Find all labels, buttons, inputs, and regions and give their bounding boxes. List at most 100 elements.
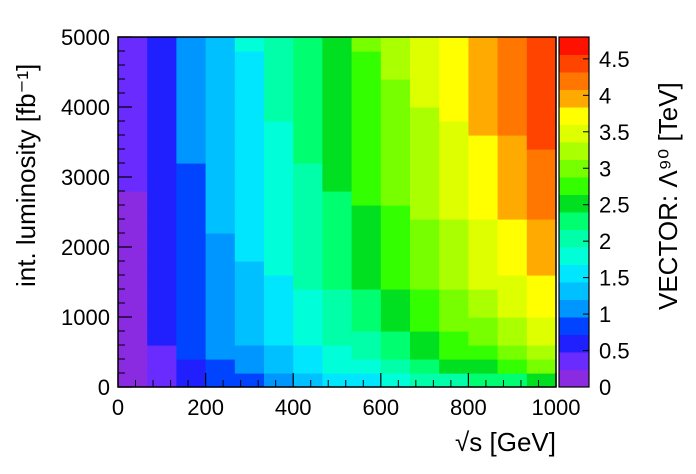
heatmap-cell xyxy=(468,163,499,178)
colorbar-level xyxy=(559,352,589,370)
heatmap-cell xyxy=(322,163,353,178)
heatmap-cell xyxy=(322,37,353,52)
heatmap-cell xyxy=(176,219,207,234)
heatmap-cell xyxy=(118,107,148,122)
colorbar-frame xyxy=(558,36,590,388)
heatmap-cell xyxy=(234,345,265,360)
heatmap-cell xyxy=(468,51,499,66)
heatmap-cell xyxy=(118,135,148,150)
heatmap-cell xyxy=(176,65,207,80)
heatmap-cell xyxy=(322,149,353,164)
heatmap-cell xyxy=(264,163,294,178)
heatmap-cell xyxy=(351,373,382,388)
heatmap-cell xyxy=(497,51,528,66)
heatmap-cell xyxy=(410,289,440,304)
colorbar-level xyxy=(559,54,589,73)
heatmap-cell xyxy=(497,191,528,206)
heatmap-cell xyxy=(322,177,353,192)
heatmap-cell xyxy=(468,149,499,164)
heatmap-cell xyxy=(439,345,469,360)
heatmap-cell xyxy=(410,51,440,66)
heatmap-cell xyxy=(322,275,353,290)
x-tick-label: 0 xyxy=(112,395,124,420)
colorbar-level xyxy=(559,37,589,55)
heatmap-cell xyxy=(497,149,528,164)
heatmap-cell xyxy=(351,359,382,374)
heatmap-cell xyxy=(264,317,294,332)
heatmap-cell xyxy=(439,121,469,136)
heatmap-cell xyxy=(351,79,382,94)
heatmap-cell xyxy=(380,331,411,346)
heatmap-cells xyxy=(118,37,557,388)
heatmap-cell xyxy=(234,65,265,80)
z-tick-label: 4.5 xyxy=(599,47,630,72)
heatmap-cell xyxy=(205,107,236,122)
heatmap-cell xyxy=(351,121,382,136)
heatmap-cell xyxy=(147,163,177,178)
heatmap-cell xyxy=(526,345,557,360)
heatmap-cell xyxy=(234,51,265,66)
heatmap-cell xyxy=(526,163,557,178)
heatmap-cell xyxy=(497,275,528,290)
heatmap-cell xyxy=(205,177,236,192)
heatmap-cell xyxy=(264,261,294,276)
heatmap-cell xyxy=(380,65,411,80)
heatmap-cell xyxy=(380,219,411,234)
heatmap-cell xyxy=(526,205,557,220)
heatmap-cell xyxy=(264,205,294,220)
heatmap-cell xyxy=(176,121,207,136)
heatmap-cell xyxy=(351,163,382,178)
heatmap-cell xyxy=(439,205,469,220)
heatmap-cell xyxy=(322,247,353,262)
heatmap-cell xyxy=(410,79,440,94)
heatmap-cell xyxy=(497,373,528,388)
heatmap-cell xyxy=(497,163,528,178)
heatmap-cell xyxy=(468,37,499,52)
heatmap-cell xyxy=(147,205,177,220)
heatmap-cell xyxy=(380,149,411,164)
heatmap-cell xyxy=(468,177,499,192)
heatmap-cell xyxy=(380,275,411,290)
heatmap-cell xyxy=(176,191,207,206)
heatmap-cell xyxy=(234,191,265,206)
colorbar-level xyxy=(559,159,589,178)
heatmap-cell xyxy=(351,247,382,262)
heatmap-cell xyxy=(497,359,528,374)
heatmap-cell xyxy=(118,65,148,80)
heatmap-cell xyxy=(205,65,236,80)
heatmap-cell xyxy=(176,149,207,164)
heatmap-cell xyxy=(118,289,148,304)
heatmap-cell xyxy=(497,205,528,220)
heatmap-cell xyxy=(147,373,177,388)
heatmap-cell xyxy=(410,191,440,206)
heatmap-cell xyxy=(147,79,177,94)
heatmap-cell xyxy=(234,107,265,122)
heatmap-cell xyxy=(176,205,207,220)
heatmap-cell xyxy=(176,303,207,318)
colorbar-level xyxy=(559,299,589,318)
heatmap-cell xyxy=(293,359,323,374)
heatmap-cell xyxy=(234,93,265,108)
heatmap-cell xyxy=(322,289,353,304)
heatmap-cell xyxy=(264,93,294,108)
heatmap-cell xyxy=(322,79,353,94)
heatmap-cell xyxy=(439,275,469,290)
heatmap-cell xyxy=(497,261,528,276)
heatmap-cell xyxy=(234,303,265,318)
heatmap-cell xyxy=(234,373,265,388)
heatmap-cell xyxy=(351,177,382,192)
x-axis-ticks: 0 200 400 600 800 1000 xyxy=(112,373,580,420)
heatmap-cell xyxy=(468,261,499,276)
heatmap-cell xyxy=(176,261,207,276)
heatmap-cell xyxy=(234,261,265,276)
heatmap-cell xyxy=(468,303,499,318)
heatmap-cell xyxy=(439,149,469,164)
heatmap-cell xyxy=(439,51,469,66)
heatmap-cell xyxy=(497,93,528,108)
colorbar-level xyxy=(559,212,589,230)
heatmap-cell xyxy=(293,149,323,164)
heatmap-cell xyxy=(176,93,207,108)
colorbar-level xyxy=(559,264,589,283)
heatmap-cell xyxy=(410,65,440,80)
heatmap-cell xyxy=(380,37,411,52)
